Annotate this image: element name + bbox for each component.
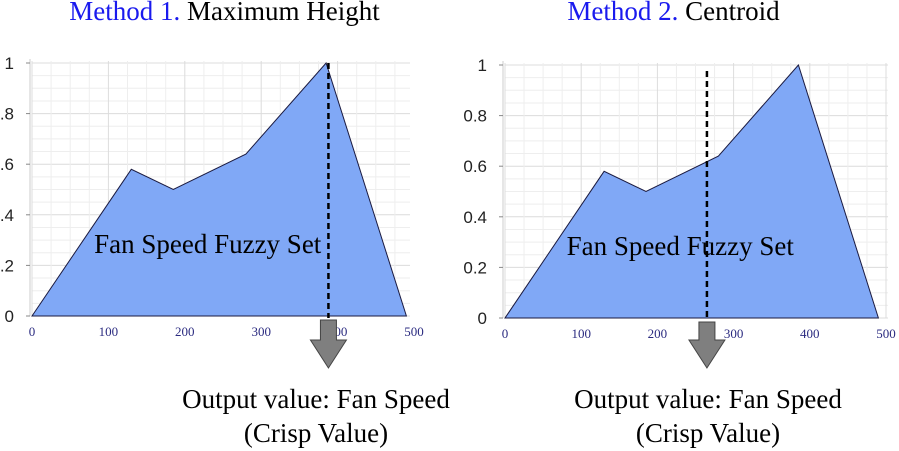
y-tick-label: 1 [478, 56, 487, 75]
x-tick-label: 0 [502, 326, 509, 341]
y-tick-label: 0.6 [463, 157, 487, 176]
down-arrow-icon [309, 319, 348, 369]
x-tick-label: 400 [800, 326, 820, 341]
method-number: Method 1. [69, 0, 181, 26]
fuzzy-set-label: Fan Speed Fuzzy Set [94, 229, 322, 259]
method-name: Centroid [685, 0, 780, 26]
y-tick-label: 0 [478, 309, 487, 328]
y-tick-label: 0 [5, 307, 14, 326]
down-arrow-icon [688, 321, 726, 369]
y-tick-label: 0.6 [0, 155, 14, 174]
method-number: Method 2. [567, 0, 679, 26]
panel-title: Method 2. Centroid [449, 0, 898, 27]
x-tick-label: 500 [404, 324, 424, 339]
output-label: Output value: Fan Speed (Crisp Value) [156, 382, 476, 450]
x-tick-label: 0 [29, 324, 36, 339]
output-line-1: Output value: Fan Speed [182, 384, 450, 414]
y-tick-label: 1 [5, 54, 14, 73]
y-tick-label: 0.4 [463, 208, 487, 227]
output-line-1: Output value: Fan Speed [574, 384, 842, 414]
fuzzy-set-chart: 0 0.2 0.4 0.6 0.8 1 0 100 200 300 400 500 Fan Speed … [463, 56, 896, 369]
output-line-2: (Crisp Value) [635, 418, 781, 448]
fuzzy-set-area [31, 62, 408, 317]
x-tick-label: 100 [99, 324, 119, 339]
panel-centroid: Method 2. Centroid 0 0.2 0.4 0.6 0.8 1 0 100 200… [449, 0, 898, 451]
x-tick-label: 300 [724, 326, 744, 341]
x-tick-label: 500 [876, 326, 896, 341]
y-tick-label: 0.2 [0, 256, 14, 275]
y-tick-label: 0.8 [0, 105, 14, 124]
method-name: Maximum Height [187, 0, 380, 26]
x-tick-label: 200 [175, 324, 195, 339]
x-tick-label: 100 [571, 326, 591, 341]
x-tick-label: 300 [251, 324, 271, 339]
x-tick-label: 200 [648, 326, 668, 341]
output-label: Output value: Fan Speed (Crisp Value) [548, 382, 868, 450]
fuzzy-set-label: Fan Speed Fuzzy Set [567, 231, 795, 261]
y-tick-label: 0.4 [0, 206, 14, 225]
output-line-2: (Crisp Value) [243, 418, 389, 448]
panel-title: Method 1. Maximum Height [0, 0, 449, 27]
y-tick-label: 0.2 [463, 258, 487, 277]
fuzzy-set-area [504, 64, 880, 319]
panel-maximum-height: Method 1. Maximum Height 00.20.40.60.810… [0, 0, 450, 451]
y-tick-label: 0.8 [463, 107, 487, 126]
